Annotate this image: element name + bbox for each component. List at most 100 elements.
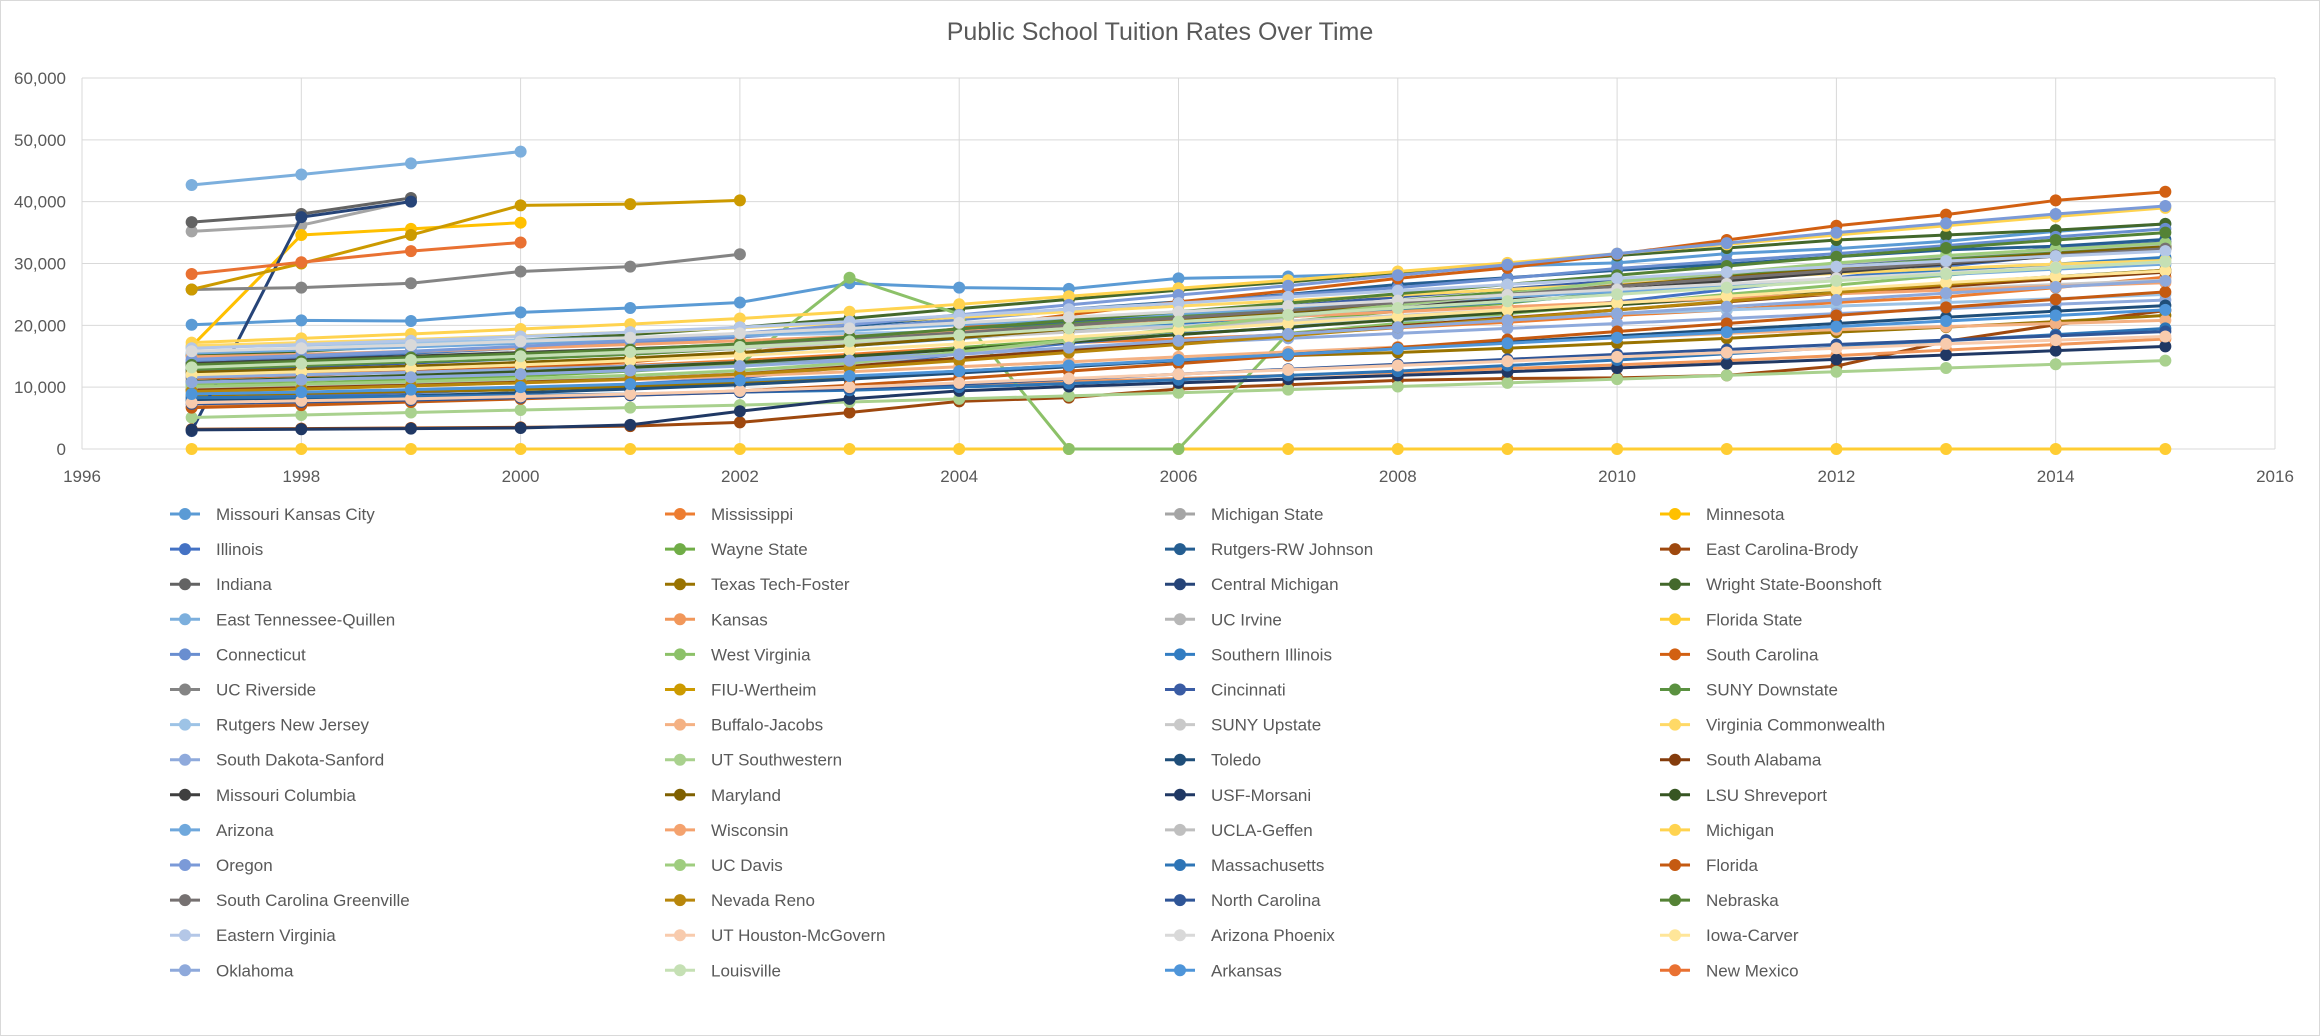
data-point (1611, 307, 1624, 320)
data-point (514, 335, 527, 348)
legend-label: South Carolina (1706, 645, 1819, 664)
data-point (624, 302, 637, 315)
data-point (1940, 268, 1953, 281)
legend-item: East Carolina-Brody (1660, 540, 1859, 559)
legend-label: Wright State-Boonshoft (1706, 575, 1882, 594)
legend-item: Rutgers New Jersey (170, 716, 370, 735)
data-point (295, 314, 308, 327)
legend-label: South Carolina Greenville (216, 891, 410, 910)
data-point (733, 384, 746, 397)
data-point (1940, 229, 1953, 242)
legend-label: Missouri Columbia (216, 786, 356, 805)
data-point (843, 370, 856, 383)
legend-item: Southern Illinois (1165, 645, 1332, 664)
legend-item: North Carolina (1165, 891, 1321, 910)
x-tick-label: 2014 (2037, 467, 2075, 486)
legend-item: South Alabama (1660, 751, 1822, 770)
legend-label: Arizona (216, 821, 274, 840)
data-point (1391, 269, 1404, 282)
data-point (1940, 276, 1953, 289)
legend-label: Texas Tech-Foster (711, 575, 850, 594)
data-point (514, 381, 527, 394)
legend-label: Missouri Kansas City (216, 505, 375, 524)
x-tick-label: 1996 (63, 467, 101, 486)
data-point (514, 265, 527, 278)
legend-item: Nevada Reno (665, 891, 815, 910)
data-point (2159, 264, 2172, 277)
data-point (2159, 226, 2172, 239)
data-point (185, 423, 198, 436)
data-point (514, 443, 527, 455)
legend-label: Mississippi (711, 505, 793, 524)
legend-item: Texas Tech-Foster (665, 575, 850, 594)
data-point (1830, 274, 1843, 287)
data-point (404, 443, 417, 455)
data-point (624, 418, 637, 431)
data-point (1940, 242, 1953, 255)
data-point (733, 349, 746, 362)
data-point (1172, 386, 1185, 399)
legend-label: SUNY Upstate (1211, 716, 1321, 735)
data-point (1062, 372, 1075, 385)
legend-label: Wisconsin (711, 821, 788, 840)
data-point (1611, 272, 1624, 285)
data-point (295, 357, 308, 370)
x-tick-label: 2016 (2256, 467, 2294, 486)
legend-swatch-marker (674, 718, 686, 731)
legend-item: Rutgers-RW Johnson (1165, 540, 1373, 559)
data-point (2159, 443, 2172, 455)
legend-swatch-marker (1669, 823, 1681, 836)
data-point (1830, 365, 1843, 378)
data-point (404, 422, 417, 435)
legend-label: Maryland (711, 786, 781, 805)
legend-swatch-marker (1669, 964, 1681, 977)
data-point (2049, 234, 2062, 247)
data-point (1940, 349, 1953, 362)
data-point (733, 416, 746, 429)
data-point (1720, 369, 1733, 382)
legend-item: Wayne State (665, 540, 808, 559)
legend-item: Oregon (170, 856, 273, 875)
data-point (1720, 317, 1733, 330)
data-point (514, 368, 527, 381)
data-point (2159, 274, 2172, 287)
legend-item: FIU-Wertheim (665, 681, 816, 700)
data-point (624, 198, 637, 211)
data-point (624, 345, 637, 358)
legend-swatch-marker (179, 648, 191, 661)
data-point (1720, 443, 1733, 455)
data-point (404, 229, 417, 242)
legend-swatch-marker (179, 683, 191, 696)
data-point (1830, 443, 1843, 455)
data-point (1391, 443, 1404, 455)
data-point (404, 339, 417, 352)
legend-item: UT Southwestern (665, 751, 842, 770)
legend: Missouri Kansas City Mississippi Michigan … (170, 505, 1885, 980)
data-point (2049, 261, 2062, 274)
data-point (1501, 337, 1514, 350)
data-point (1940, 315, 1953, 328)
series-new-mexico (185, 236, 527, 281)
data-point (185, 178, 198, 191)
legend-swatch-marker (179, 508, 191, 520)
legend-label: Michigan (1706, 821, 1774, 840)
data-point (2049, 293, 2062, 306)
data-point (1720, 300, 1733, 313)
legend-item: Missouri Kansas City (170, 505, 375, 524)
data-point (404, 383, 417, 396)
legend-item: Massachusetts (1165, 856, 1324, 875)
legend-swatch-marker (1174, 718, 1186, 731)
data-point (1720, 237, 1733, 250)
legend-label: Nebraska (1706, 891, 1779, 910)
legend-item: USF-Morsani (1165, 786, 1311, 805)
data-point (2049, 443, 2062, 455)
legend-label: Nevada Reno (711, 891, 815, 910)
data-point (514, 390, 527, 403)
data-point (185, 361, 198, 374)
data-point (295, 211, 308, 224)
data-point (1282, 348, 1295, 361)
data-point (2159, 303, 2172, 316)
data-point (953, 348, 966, 361)
legend-label: Rutgers-RW Johnson (1211, 540, 1373, 559)
